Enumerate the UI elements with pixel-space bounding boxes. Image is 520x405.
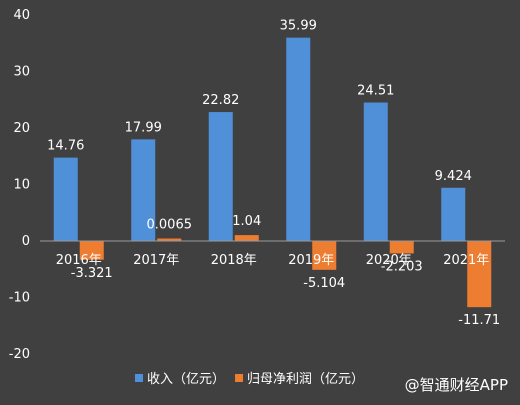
net-profit-bar [79,241,104,260]
y-tick-label: 0 [22,234,30,249]
data-labels: 14.76 -3.321 17.99 0.0065 22.82 1.04 35.99 -5.1… [47,19,500,329]
revenue-bar [208,112,233,241]
revenue-data-label: 35.99 [280,19,317,34]
y-tick-label: 10 [13,178,30,193]
net-profit-bar [157,238,182,241]
revenue-bar [286,37,311,242]
y-tick-label: 30 [13,65,30,80]
revenue-bar [131,139,156,241]
revenue-data-label: 14.76 [47,139,84,154]
legend-swatch-net-profit [235,374,244,382]
revenue-bar [53,157,78,241]
net-profit-data-label: -3.321 [71,266,113,281]
revenue-data-label: 17.99 [125,120,162,135]
x-tick-label: 2019年 [288,253,334,268]
net-profit-data-label: 0.0065 [147,218,193,233]
x-tick-label: 2020年 [366,253,412,268]
y-tick-label: -20 [9,347,30,362]
net-profit-bar [467,241,492,308]
y-tick-label: 40 [13,8,30,23]
y-tick-label: 20 [13,121,30,136]
revenue-bar [441,187,466,241]
legend-label-revenue: 收入（亿元） [147,372,225,387]
legend-swatch-revenue [135,374,143,382]
x-tick-label: 2016年 [56,253,102,268]
legend: 收入（亿元） 归母净利润（亿元） [135,372,364,387]
net-profit-bar [312,241,337,270]
x-tick-label: 2017年 [133,253,179,268]
category-labels: 2016年 2017年 2018年 2019年 2020年 2021年 [56,253,490,268]
x-tick-label: 2018年 [211,253,257,268]
watermark: @智通财经APP [405,376,508,394]
bars-group [53,37,492,308]
revenue-data-label: 22.82 [202,93,239,108]
net-profit-data-label: -2.203 [381,259,423,274]
net-profit-bar [234,235,259,241]
net-profit-data-label: 1.04 [232,214,261,229]
revenue-bar [363,102,388,242]
net-profit-data-label: -11.71 [458,313,500,328]
y-axis: -20 -10 0 10 20 30 40 [9,8,30,362]
net-profit-bar [389,241,414,254]
revenue-data-label: 24.51 [357,84,394,99]
net-profit-data-label: -5.104 [303,276,345,291]
x-tick-label: 2021年 [443,253,489,268]
y-tick-label: -10 [9,291,30,306]
revenue-data-label: 9.424 [435,169,472,184]
legend-label-net-profit: 归母净利润（亿元） [247,372,364,387]
